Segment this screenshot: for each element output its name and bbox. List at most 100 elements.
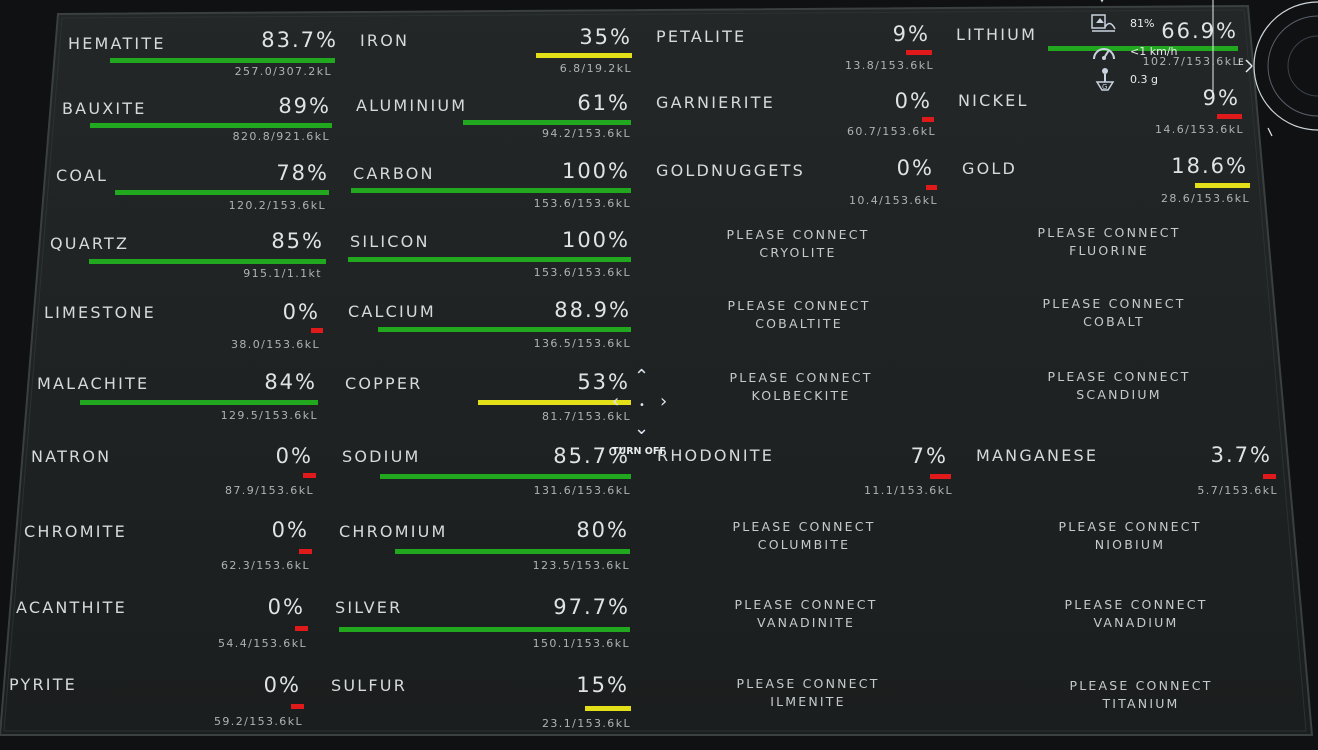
please-connect-columbite: PLEASE CONNECT COLUMBITE	[732, 519, 876, 552]
silicon-amount: 153.6/153.6kL	[533, 266, 631, 279]
chromium-percent: 80%	[576, 518, 629, 542]
chevron-right-icon: ›	[660, 391, 668, 412]
silicon-percent: 100%	[561, 228, 630, 252]
silicon-level-bar	[348, 257, 631, 262]
coal-label: COAL	[56, 166, 109, 185]
chromite-percent: 0%	[271, 518, 309, 542]
iron-level-bar	[536, 53, 632, 58]
calcium-amount: 136.5/153.6kL	[533, 337, 631, 350]
carbon-label: CARBON	[353, 164, 435, 183]
acanthite-percent: 0%	[267, 595, 305, 619]
natron-level-bar	[303, 473, 316, 478]
silver-amount: 150.1/153.6kL	[532, 637, 630, 650]
calcium-label: CALCIUM	[348, 302, 436, 321]
iron-percent: 35%	[579, 25, 632, 49]
sulfur-label: SULFUR	[331, 676, 408, 695]
carbon-percent: 100%	[561, 159, 630, 183]
petalite-percent: 9%	[892, 22, 930, 46]
compass-east-label: E	[1238, 58, 1244, 68]
natron-label: NATRON	[31, 447, 112, 466]
calcium-level-bar	[378, 327, 631, 332]
chevron-down-icon: ⌄	[634, 418, 650, 439]
goldnuggets-level-bar	[926, 185, 937, 190]
chromium-label: CHROMIUM	[339, 522, 448, 541]
pyrite-label: PYRITE	[9, 675, 77, 694]
garnierite-label: GARNIERITE	[656, 93, 775, 112]
please-connect-cobaltite: PLEASE CONNECT COBALTITE	[727, 298, 871, 331]
chevron-left-icon: ‹	[612, 391, 620, 412]
aluminium-percent: 61%	[577, 91, 630, 115]
lithium-percent: 66.9%	[1161, 19, 1238, 43]
crosshair-dot-icon: •	[639, 400, 645, 411]
copper-label: COPPER	[345, 374, 423, 393]
quartz-amount: 915.1/1.1kt	[243, 267, 322, 280]
nickel-label: NICKEL	[958, 91, 1029, 110]
goldnuggets-label: GOLDNUGGETS	[656, 161, 805, 180]
turn-off-prompt[interactable]: TURN OFF	[612, 446, 666, 457]
please-connect-vanadinite: PLEASE CONNECT VANADINITE	[734, 597, 878, 630]
limestone-label: LIMESTONE	[44, 303, 156, 322]
rhodonite-level-bar	[930, 474, 951, 479]
please-connect-ilmenite: PLEASE CONNECT ILMENITE	[736, 676, 880, 709]
manganese-level-bar	[1263, 474, 1276, 479]
please-connect-vanadium: PLEASE CONNECT VANADIUM	[1064, 597, 1208, 630]
goldnuggets-percent: 0%	[896, 156, 934, 180]
malachite-level-bar	[80, 400, 318, 405]
silver-level-bar	[339, 627, 630, 632]
copper-percent: 53%	[577, 370, 630, 394]
malachite-amount: 129.5/153.6kL	[220, 409, 318, 422]
sodium-amount: 131.6/153.6kL	[533, 484, 631, 497]
quartz-percent: 85%	[271, 229, 324, 253]
iron-amount: 6.8/19.2kL	[559, 62, 632, 75]
silver-label: SILVER	[335, 598, 403, 617]
garnierite-percent: 0%	[894, 89, 932, 113]
hazard-sign-icon	[1090, 13, 1116, 33]
petalite-amount: 13.8/153.6kL	[845, 59, 934, 72]
silver-percent: 97.7%	[553, 595, 630, 619]
speed-readout: <1 km/h	[1130, 45, 1178, 58]
carbon-amount: 153.6/153.6kL	[533, 197, 631, 210]
rhodonite-percent: 7%	[910, 444, 948, 468]
pyrite-percent: 0%	[263, 673, 301, 697]
sulfur-amount: 23.1/153.6kL	[542, 717, 631, 730]
rhodonite-label: RHODONITE	[657, 446, 775, 465]
battery-level: 81%	[1130, 17, 1155, 30]
garnierite-amount: 60.7/153.6kL	[847, 125, 936, 138]
nickel-amount: 14.6/153.6kL	[1155, 123, 1244, 136]
nickel-percent: 9%	[1202, 86, 1240, 110]
aluminium-amount: 94.2/153.6kL	[542, 127, 631, 140]
gold-percent: 18.6%	[1171, 154, 1248, 178]
hematite-level-bar	[110, 58, 335, 63]
pyrite-level-bar	[291, 704, 304, 709]
sodium-percent: 85.7%	[553, 444, 630, 468]
lithium-amount: 102.7/153.6kL	[1142, 55, 1240, 68]
coal-percent: 78%	[276, 161, 329, 185]
chevron-up-icon: ⌃	[634, 366, 650, 387]
please-connect-fluorine: PLEASE CONNECT FLUORINE	[1037, 225, 1181, 258]
bauxite-label: BAUXITE	[62, 99, 147, 118]
calcium-percent: 88.9%	[554, 298, 631, 322]
battery-tower-icon	[1090, 0, 1114, 10]
please-connect-niobium: PLEASE CONNECT NIOBIUM	[1058, 519, 1202, 552]
please-connect-cryolite: PLEASE CONNECT CRYOLITE	[726, 227, 870, 260]
copper-amount: 81.7/153.6kL	[542, 410, 631, 423]
natron-amount: 87.9/153.6kL	[225, 484, 314, 497]
gravity-icon: G	[1094, 66, 1118, 91]
petalite-label: PETALITE	[656, 27, 747, 46]
interaction-crosshair[interactable]: ⌃ ‹ › • ⌄	[610, 368, 674, 458]
please-connect-kolbeckite: PLEASE CONNECT KOLBECKITE	[729, 370, 873, 403]
limestone-percent: 0%	[282, 300, 320, 324]
rhodonite-amount: 11.1/153.6kL	[864, 484, 953, 497]
nickel-level-bar	[1217, 114, 1242, 119]
malachite-label: MALACHITE	[37, 374, 150, 393]
player-hud: E 81% <1 km/h G 0.3 g	[1088, 0, 1318, 160]
bauxite-percent: 89%	[278, 94, 331, 118]
sodium-label: SODIUM	[342, 447, 421, 466]
please-connect-titanium: PLEASE CONNECT TITANIUM	[1069, 678, 1213, 711]
sodium-level-bar	[380, 474, 631, 479]
chromite-amount: 62.3/153.6kL	[221, 559, 310, 572]
bauxite-amount: 820.8/921.6kL	[232, 130, 330, 143]
